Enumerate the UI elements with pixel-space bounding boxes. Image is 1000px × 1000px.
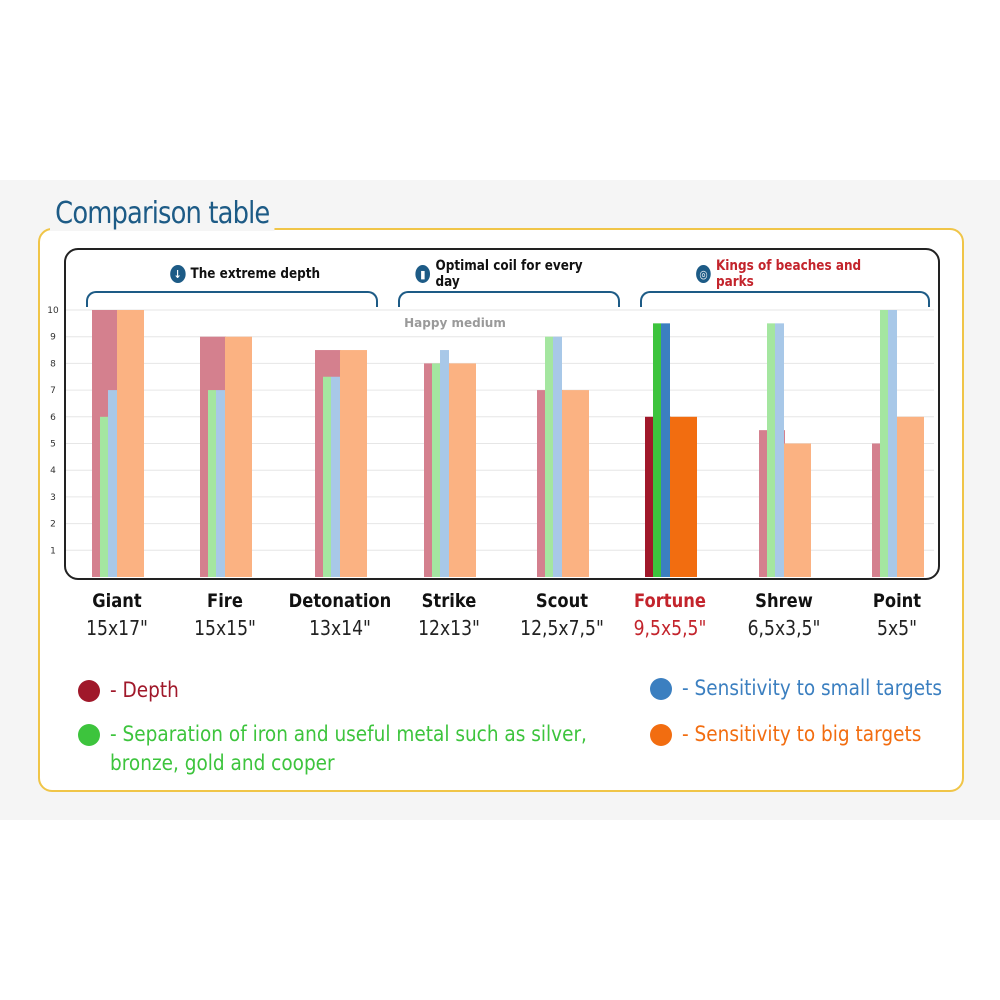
group-label-optimal-coil: ▮ Optimal coil for every day [415, 258, 604, 290]
page-title: Comparison table [50, 196, 275, 231]
model-coil-size: 15x17" [86, 616, 148, 640]
model-scout: Scout 12,5x7,5" [502, 590, 622, 640]
group-brace-optimal-coil [398, 291, 620, 307]
model-point: Point 5x5" [837, 590, 957, 640]
model-name: Giant [92, 590, 142, 612]
group-label-extreme-depth: ↓ The extreme depth [163, 262, 326, 286]
target-icon: ◎ [696, 265, 711, 283]
model-name: Detonation [288, 590, 392, 612]
group-brace-kings-beaches [640, 291, 930, 307]
model-coil-size: 5x5" [877, 616, 917, 640]
model-name: Strike [421, 590, 477, 612]
legend-item-big-targets: - Sensitivity to big targets [650, 720, 954, 749]
legend-item-separation: - Separation of iron and useful metal su… [78, 720, 652, 778]
model-coil-size: 12,5x7,5" [520, 616, 604, 640]
model-name: Scout [535, 590, 589, 612]
legend-swatch-big-targets [650, 724, 672, 746]
model-shrew: Shrew 6,5x3,5" [724, 590, 844, 640]
model-coil-size: 9,5x5,5" [633, 616, 707, 640]
group-label-text: Optimal coil for every day [435, 258, 583, 290]
group-label-kings-beaches: ◎ Kings of beaches and parks [696, 258, 894, 290]
model-name: Fortune [634, 590, 706, 612]
model-name: Fire [207, 590, 243, 612]
legend-label-small-targets: - Sensitivity to small targets [682, 676, 942, 700]
bar-chart-icon: ▮ [415, 265, 431, 283]
model-name: Point [872, 590, 922, 612]
model-coil-size: 12x13" [418, 616, 480, 640]
group-label-text: Kings of beaches and parks [715, 258, 862, 290]
model-detonation: Detonation 13x14" [280, 590, 400, 640]
legend-item-small-targets: - Sensitivity to small targets [650, 674, 977, 703]
legend-label-big-targets: - Sensitivity to big targets [682, 722, 922, 746]
model-fire: Fire 15x15" [165, 590, 285, 640]
model-name: Shrew [755, 590, 813, 612]
legend-label-separation: - Separation of iron and useful metal su… [110, 722, 587, 775]
legend-label-depth: - Depth [110, 678, 179, 702]
model-giant: Giant 15x17" [57, 590, 177, 640]
legend-swatch-depth [78, 680, 100, 702]
group-brace-extreme-depth [86, 291, 378, 307]
legend-swatch-small-targets [650, 678, 672, 700]
arrow-down-icon: ↓ [169, 265, 186, 283]
model-coil-size: 13x14" [309, 616, 371, 640]
model-coil-size: 6,5x3,5" [747, 616, 821, 640]
model-fortune: Fortune 9,5x5,5" [610, 590, 730, 640]
group-label-text: The extreme depth [190, 266, 321, 282]
model-coil-size: 15x15" [194, 616, 256, 640]
model-strike: Strike 12x13" [389, 590, 509, 640]
legend-swatch-separation [78, 724, 100, 746]
legend-item-depth: - Depth [78, 676, 188, 705]
